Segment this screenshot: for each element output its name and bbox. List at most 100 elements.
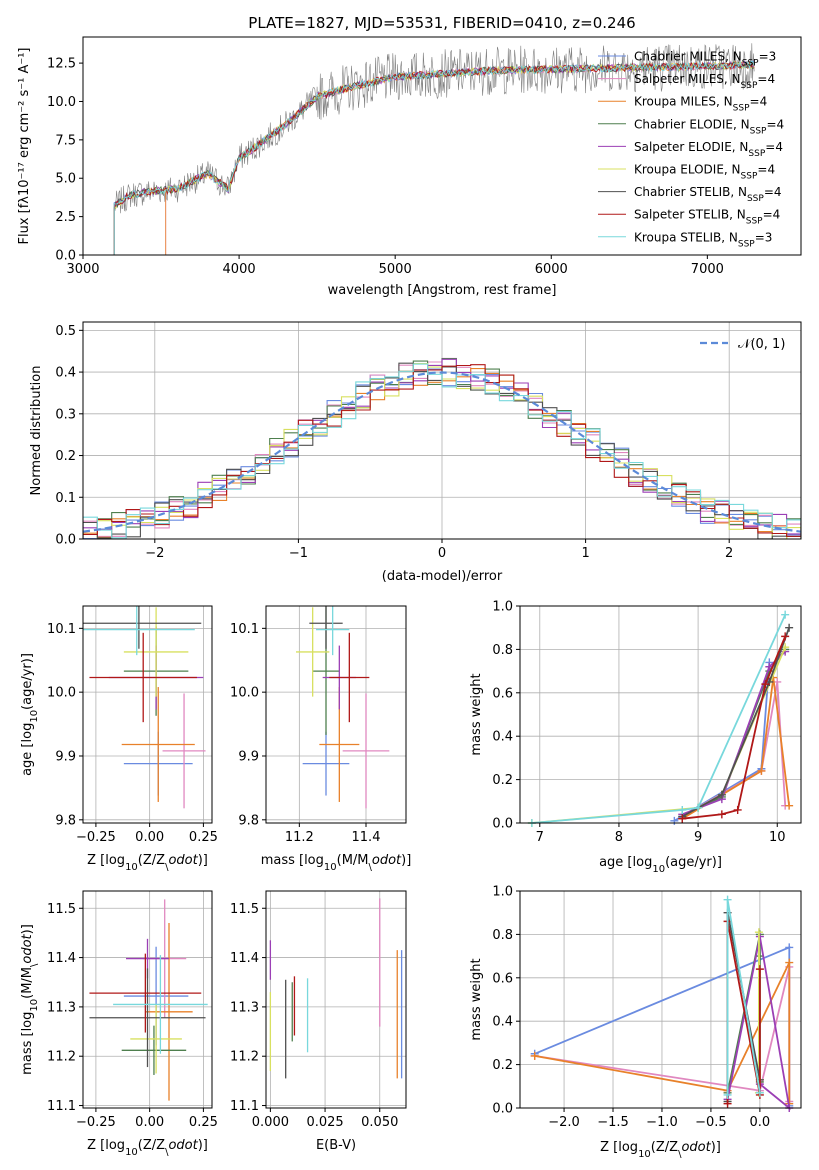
errorbar-point-6: [89, 968, 206, 1068]
weight-line-8: [723, 895, 764, 1099]
errorbar-point-2: [145, 923, 193, 1101]
panel-mass-weight-vs-Z: −2.0 −1.5 −1.0 −0.5 0.0 0.0 0.2 0.4 0.6 0.8 1.0 Z […: [469, 885, 802, 1160]
observed-spectrum: [113, 43, 755, 255]
x-tick-label: −1.0: [646, 1115, 678, 1130]
errorbar-point-5: [130, 1004, 182, 1074]
y-tick-label: 0.2: [55, 449, 76, 464]
legend-label: Kroupa STELIB, NSSP=3: [634, 230, 772, 249]
y-tick-label: 0.4: [492, 1015, 513, 1030]
weight-line-8: [527, 610, 790, 827]
plus-marker: [723, 1090, 732, 1099]
x-tick-label: −0.25: [76, 830, 116, 845]
x-tick-label: 0.050: [361, 1115, 398, 1130]
y-tick-label: 11.1: [47, 1099, 76, 1114]
x-tick-label: 0.025: [306, 1115, 343, 1130]
residual-histogram-8: [83, 363, 801, 539]
x-tick-label: 0.00: [135, 1115, 164, 1130]
y-axis-label: mass weight: [469, 958, 484, 1040]
y-tick-label: 0.0: [492, 817, 513, 832]
x-tick-label: 0: [438, 546, 446, 561]
y-tick-label: 9.9: [238, 749, 259, 764]
y-tick-label: 11.2: [47, 1050, 76, 1065]
panel-residuals: −2 −1 0 1 2 0.0 0.1 0.2 0.3 0.4 0.5 𝒩(0, 1) (data-mo…: [29, 321, 802, 584]
normal-reference-curve: [83, 371, 801, 533]
y-tick-label: 0.4: [492, 730, 513, 745]
weight-line-7: [678, 632, 790, 823]
errorbar-point-8: [113, 955, 208, 1054]
y-tick-label: 11.1: [230, 1099, 259, 1114]
y-axis-label: Normed distribution: [29, 366, 44, 496]
y-tick-label: 11.5: [230, 902, 259, 917]
errorbar-point-7: [89, 632, 197, 723]
y-axis-label: Flux [fλ10⁻¹⁷ erg cm⁻² s⁻¹ A⁻¹]: [17, 48, 32, 245]
y-tick-label: 10.0: [230, 686, 259, 701]
plot-area-residuals: [83, 357, 801, 539]
plot-area-age-vs-mass: [296, 606, 390, 809]
x-axis-label: (data-model)/error: [382, 569, 503, 584]
y-tick-label: 5.0: [55, 172, 76, 187]
y-tick-label: 10.1: [230, 622, 259, 637]
plus-marker: [785, 943, 794, 952]
axes-frame: [519, 890, 802, 1109]
panel-mass-weight-vs-age: 7 8 9 10 0.0 0.2 0.4 0.6 0.8 1.0 age [log10(age/yr…: [469, 600, 802, 875]
plus-marker: [757, 766, 766, 775]
plus-marker: [717, 790, 726, 799]
x-tick-label: 2: [725, 546, 733, 561]
errorbar-point-1: [342, 693, 390, 809]
plus-marker: [755, 965, 764, 974]
errorbar-point-7: [329, 632, 370, 723]
x-tick-label: −2.0: [548, 1115, 580, 1130]
y-tick-label: 0.3: [55, 407, 76, 422]
errorbar-point-5: [123, 607, 189, 697]
errorbar-point-8: [83, 606, 195, 656]
y-tick-label: 11.2: [230, 1050, 259, 1065]
legend-label: Kroupa ELODIE, NSSP=4: [634, 163, 775, 182]
residual-histogram-6: [83, 362, 801, 539]
x-tick-label: 0.00: [135, 830, 164, 845]
axes-frame: [265, 890, 407, 1109]
y-tick-label: 0.5: [55, 324, 76, 339]
x-axis-label: Z [log10(Z/Z\odot)]: [87, 853, 208, 873]
y-tick-label: 9.9: [55, 749, 76, 764]
panel-age-vs-Z: −0.25 0.00 0.25 9.8 9.9 10.0 10.1 Z [log10(Z/Z\…: [20, 605, 218, 873]
plus-marker: [755, 932, 764, 941]
weight-path: [726, 936, 791, 1111]
plus-marker: [785, 801, 794, 810]
x-tick-label: −1.5: [597, 1115, 629, 1130]
x-tick-label: −0.5: [695, 1115, 727, 1130]
x-axis-label: wavelength [Angstrom, rest frame]: [328, 283, 557, 298]
y-tick-label: 11.5: [47, 902, 76, 917]
errorbar-point-3: [121, 1025, 187, 1075]
x-tick-label: 4000: [223, 262, 256, 277]
y-tick-label: 0.2: [492, 1058, 513, 1073]
y-tick-label: 12.5: [47, 57, 76, 72]
y-tick-label: 0.4: [55, 366, 76, 381]
x-axis-label: E(B-V): [316, 1138, 356, 1153]
legend-label: Chabrier MILES, NSSP=3: [634, 50, 776, 69]
x-axis-label: mass [log10(M/M\odot)]: [261, 853, 412, 873]
panel-age-vs-mass: 11.2 11.4 9.8 9.9 10.0 10.1 mass [log10(M/M\od…: [230, 605, 412, 873]
x-tick-label: 7000: [691, 262, 724, 277]
residual-histogram-7: [83, 364, 801, 537]
y-axis-label: mass weight: [469, 673, 484, 755]
plus-marker: [723, 895, 732, 904]
plot-area-mass-vs-Z: [89, 899, 208, 1101]
plus-marker: [785, 623, 794, 632]
x-tick-label: −1: [289, 546, 308, 561]
x-tick-label: 10: [769, 830, 786, 845]
errorbar-point-2: [121, 687, 195, 802]
y-tick-label: 11.3: [47, 1000, 76, 1015]
x-tick-label: 8: [615, 830, 623, 845]
plus-marker: [781, 610, 790, 619]
errorbar-point-0: [302, 731, 350, 796]
legend-label: Chabrier ELODIE, NSSP=4: [634, 117, 784, 136]
errorbar-point-7: [89, 953, 202, 1033]
plot-area-age-vs-Z: [83, 606, 206, 809]
plot-area-spectrum: [113, 43, 755, 255]
legend: Chabrier MILES, NSSP=3 Salpeter MILES, NS…: [598, 50, 784, 249]
plus-marker: [694, 803, 703, 812]
panel-mass-vs-Z: −0.25 0.00 0.25 11.1 11.2 11.3 11.4 11.5 Z [log1…: [20, 890, 218, 1158]
figure-title: PLATE=1827, MJD=53531, FIBERID=0410, z=0…: [248, 14, 635, 32]
y-tick-label: 0.1: [55, 491, 76, 506]
axes-frame: [82, 36, 802, 256]
